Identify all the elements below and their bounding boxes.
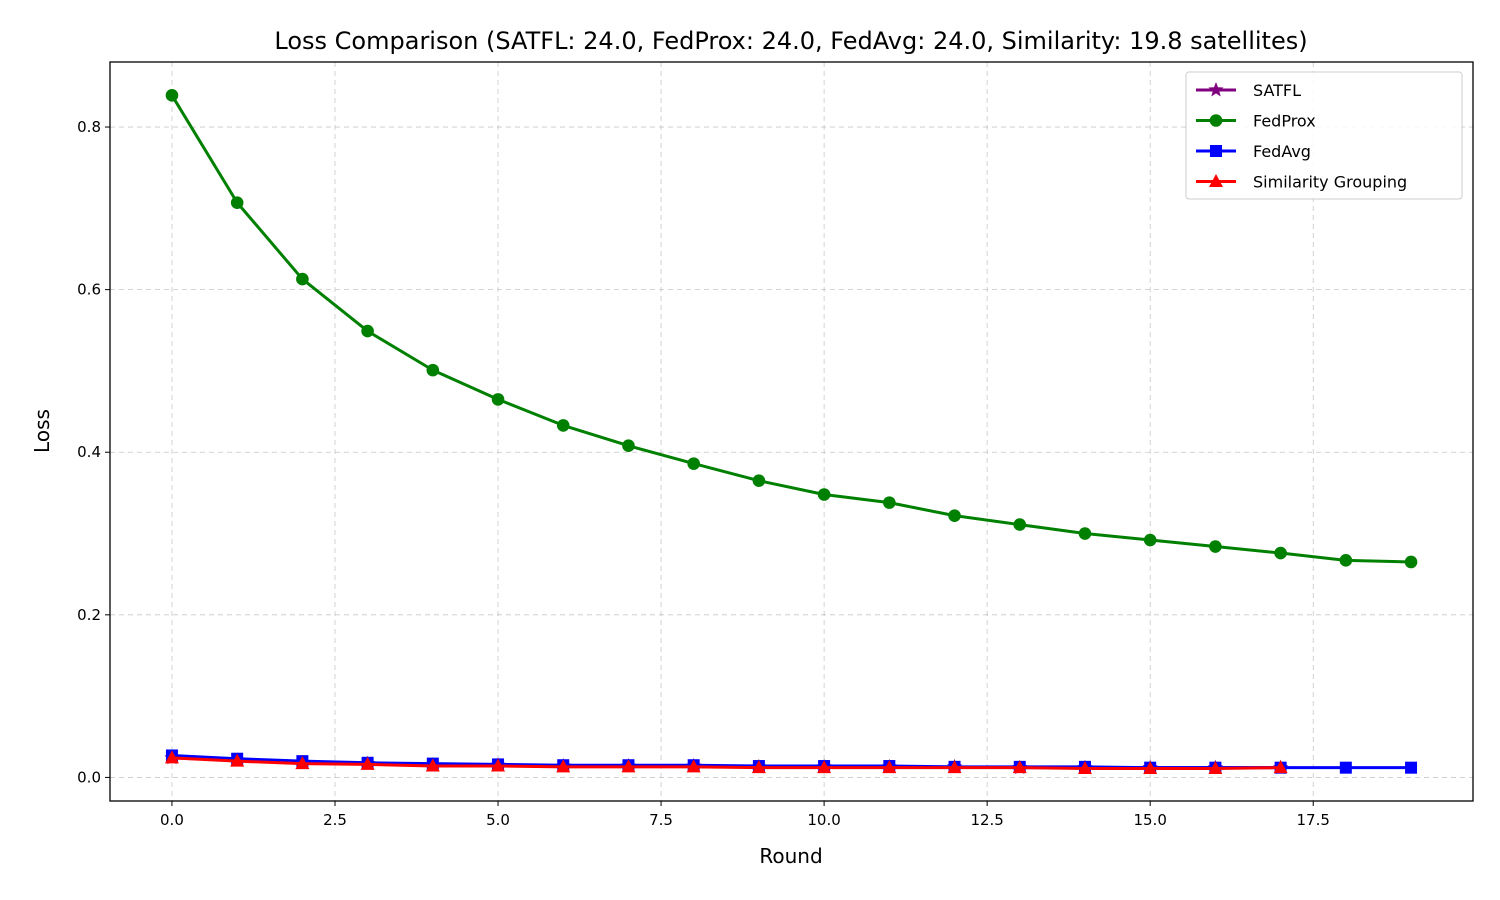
data-point-similarity-grouping	[686, 759, 701, 773]
data-point-similarity-grouping	[947, 760, 962, 774]
data-point-fedprox	[817, 488, 831, 501]
data-point-fedprox	[622, 439, 635, 453]
data-point-similarity-grouping	[882, 760, 897, 774]
legend-label-fedprox: FedProx	[1253, 112, 1316, 131]
y-tick-label: 0.0	[77, 768, 101, 786]
data-point-fedprox	[752, 474, 766, 487]
data-point-fedprox	[556, 419, 570, 432]
data-point-similarity-grouping	[621, 759, 636, 773]
legend-box	[1185, 71, 1463, 200]
data-point-fedprox	[361, 324, 374, 338]
data-point-fedprox	[687, 457, 700, 470]
legend-marker-fedprox	[1209, 114, 1223, 127]
data-point-similarity-grouping	[1143, 760, 1158, 774]
data-point-fedprox	[1339, 554, 1353, 567]
y-tick-label: 0.6	[77, 281, 101, 299]
x-tick-label: 12.5	[970, 811, 1003, 829]
series-layer	[164, 89, 1418, 775]
data-point-fedprox	[1078, 527, 1092, 540]
x-tick-label: 17.5	[1297, 811, 1330, 829]
data-point-similarity-grouping	[1012, 760, 1027, 774]
series-line-fedprox	[170, 94, 1412, 564]
data-point-similarity-grouping	[1077, 760, 1092, 774]
legend-label-similarity-grouping: Similarity Grouping	[1253, 173, 1407, 192]
data-point-fedprox	[883, 496, 896, 509]
legend-marker-satfl	[1208, 82, 1224, 97]
data-point-similarity-grouping	[491, 758, 506, 772]
data-point-similarity-grouping	[751, 760, 766, 774]
data-point-similarity-grouping	[1208, 760, 1223, 774]
data-point-fedprox	[1274, 546, 1287, 560]
data-point-fedprox	[1143, 533, 1157, 547]
x-tick-label: 5.0	[486, 811, 510, 829]
legend-marker-fedavg	[1210, 145, 1222, 157]
chart-title: Loss Comparison (SATFL: 24.0, FedProx: 2…	[274, 27, 1307, 55]
legend-marker-similarity-grouping	[1209, 174, 1223, 187]
legend-label-satfl: SATFL	[1253, 81, 1301, 100]
data-point-fedprox	[426, 363, 440, 377]
x-tick-label: 7.5	[649, 811, 673, 829]
legend-label-fedavg: FedAvg	[1253, 142, 1311, 161]
data-point-similarity-grouping	[817, 760, 832, 774]
y-tick-label: 0.2	[77, 606, 101, 624]
plot-frame	[109, 61, 1474, 802]
data-point-fedavg	[1339, 761, 1352, 774]
data-point-similarity-grouping	[230, 753, 245, 767]
y-axis-title: Loss	[30, 409, 54, 453]
data-point-fedprox	[948, 509, 961, 522]
data-point-fedprox	[230, 196, 244, 209]
data-point-fedprox	[296, 272, 309, 286]
y-tick-label: 0.4	[77, 443, 101, 461]
data-point-similarity-grouping	[556, 759, 571, 773]
data-point-fedprox	[491, 393, 505, 406]
axis-layer: 0.0 2.5 5.0 7.5 10.0 12.5 15.0 17.5 0.0 0.2 0.4 0.6…	[77, 118, 1330, 829]
data-point-similarity-grouping	[295, 756, 310, 770]
data-point-fedprox	[165, 89, 179, 102]
legend: SATFL FedProx FedAvg Similarity Grouping	[1185, 71, 1463, 200]
data-point-similarity-grouping	[1273, 760, 1288, 774]
series-fedprox	[165, 89, 1418, 569]
x-tick-label: 2.5	[323, 811, 347, 829]
data-point-similarity-grouping	[164, 750, 179, 764]
y-tick-label: 0.8	[77, 118, 101, 136]
data-point-fedprox	[1209, 540, 1222, 553]
data-point-similarity-grouping	[360, 756, 375, 770]
x-tick-label: 0.0	[160, 811, 184, 829]
data-point-similarity-grouping	[425, 758, 440, 772]
data-point-fedavg	[1405, 761, 1418, 774]
x-tick-label: 15.0	[1133, 811, 1166, 829]
series-line-similarity-grouping	[171, 756, 1281, 770]
data-point-fedprox	[1013, 518, 1027, 531]
series-similarity-grouping	[164, 750, 1288, 774]
x-tick-label: 10.0	[807, 811, 840, 829]
data-point-fedprox	[1404, 555, 1418, 569]
grid-layer	[110, 62, 1473, 801]
x-axis-title: Round	[759, 844, 822, 868]
